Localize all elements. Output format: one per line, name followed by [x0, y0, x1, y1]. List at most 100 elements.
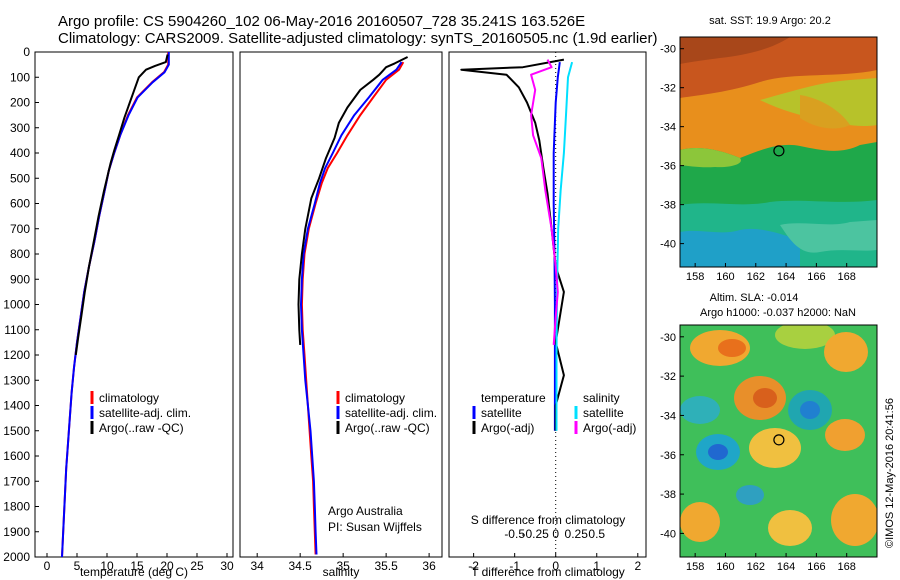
difference-x-tick-label: 2 [634, 559, 641, 573]
difference-series-salinity-argo-adj [530, 59, 559, 345]
difference-top-tick-label: 0.25 [565, 527, 589, 541]
temperature-series-climatology [61, 52, 170, 558]
sst-map-frame [679, 36, 878, 268]
depth-y-tick-label: 600 [10, 197, 30, 211]
temperature-panel: 0100200300400500600700800900100011001200… [3, 45, 234, 579]
temperature-legend: climatology satellite-adj. clim. Argo(..… [90, 391, 191, 435]
salinity-panel: 34 34.5 35 35.5 36 salinity climatology sate… [239, 51, 443, 579]
difference-x-tick-label: -2 [468, 559, 479, 573]
salinity-x-tick-label: 34 [251, 559, 265, 573]
difference-legend-label-t-satellite: satellite [481, 406, 522, 420]
salinity-series [297, 56, 409, 555]
salinity-legend-label-climatology: climatology [345, 391, 405, 405]
salinity-x-tick-label: 35.5 [374, 559, 398, 573]
salinity-series-climatology [300, 61, 405, 555]
sla-map-x-tick-label: 158 [686, 561, 704, 573]
sst-argo-marker [773, 145, 785, 157]
sst-map-x-tick-label: 162 [747, 271, 765, 283]
temperature-x-tick-label: 15 [130, 559, 144, 573]
salinity-legend-label-argo: Argo(..raw -QC) [345, 421, 430, 435]
temperature-series-argo-raw-qc [74, 54, 169, 356]
depth-y-tick-label: 400 [10, 146, 30, 160]
sla-map-y-tick-label: -38 [660, 489, 676, 501]
sla-map-y-ticks: -30 -32 -34 -36 -38 -40 [660, 332, 684, 540]
difference-top-tick-label: 0.5 [588, 527, 605, 541]
sst-map-x-tick-label: 160 [716, 271, 734, 283]
sst-map-y-tick-label: -36 [660, 161, 676, 173]
sst-map-y-tick-label: -34 [660, 122, 676, 134]
temperature-y-ticks: 0 100 200 300 400 500 600 700 800 900 1000 1100 1200… [3, 45, 39, 564]
difference-legend-label-t-argo: Argo(-adj) [481, 421, 534, 435]
depth-y-tick-label: 1100 [4, 323, 30, 337]
depth-y-tick-label: 1600 [3, 449, 30, 463]
temperature-series-satellite-adj-clim [61, 52, 170, 558]
difference-x-tick-label: -1 [509, 559, 520, 573]
sla-map-y-tick-label: -34 [660, 410, 676, 422]
salinity-x-tick-label: 35 [336, 559, 350, 573]
depth-y-tick-label: 1900 [3, 525, 30, 539]
sla-argo-marker [773, 434, 785, 446]
depth-y-tick-label: 1300 [3, 373, 30, 387]
sst-map-y-tick-label: -30 [660, 44, 676, 56]
sla-map-y-tick-label: -40 [660, 528, 676, 540]
sla-map-x-ticks: 158 160 162 164 166 168 [686, 553, 856, 573]
sst-map-x-tick-label: 164 [777, 271, 795, 283]
depth-y-tick-label: 1500 [3, 424, 30, 438]
depth-y-tick-label: 1700 [3, 474, 30, 488]
salinity-x-tick-label: 34.5 [288, 559, 312, 573]
sla-map-x-tick-label: 168 [838, 561, 856, 573]
salinity-plot-frame [239, 51, 443, 558]
sst-map-image [680, 37, 877, 267]
temperature-x-ticks: 0 5 10 15 20 25 30 [44, 553, 234, 573]
depth-y-tick-label: 700 [10, 222, 30, 236]
sst-map-y-tick-label: -38 [660, 200, 676, 212]
difference-legend-title-temperature: temperature [481, 391, 546, 405]
depth-y-tick-label: 100 [10, 70, 30, 84]
sst-map-panel: sat. SST: 19.9 Argo: 20.2 158 160 162 164 16… [660, 15, 878, 283]
difference-top-tick-label: -0.5 [504, 527, 525, 541]
sst-map-y-ticks: -30 -32 -34 -36 -38 -40 [660, 44, 684, 251]
difference-plot-frame [448, 51, 647, 558]
sla-map-image [680, 325, 877, 557]
sla-map-frame [679, 324, 878, 558]
sst-map-y-tick-label: -40 [660, 239, 676, 251]
depth-y-tick-label: 0 [23, 45, 30, 59]
depth-y-tick-label: 800 [10, 247, 30, 261]
salinity-x-tick-label: 36 [422, 559, 436, 573]
depth-y-tick-label: 900 [10, 272, 30, 286]
sla-map-subtitle: Argo h1000: -0.037 h2000: NaN [700, 307, 856, 319]
depth-y-tick-label: 200 [10, 96, 30, 110]
salinity-x-ticks: 34 34.5 35 35.5 36 [251, 553, 436, 573]
temperature-x-tick-label: 20 [160, 559, 174, 573]
difference-legend-title-salinity: salinity [583, 391, 620, 405]
temperature-legend-label-climatology: climatology [99, 391, 159, 405]
depth-y-tick-label: 1800 [3, 500, 30, 514]
temperature-x-tick-label: 5 [74, 559, 81, 573]
difference-t-axis-label: T difference from climatology [471, 565, 625, 579]
difference-top-tick-labels: -0.5-0.25 0 0.25 0.5 [504, 527, 605, 541]
temperature-x-tick-label: 10 [100, 559, 114, 573]
temperature-x-tick-label: 25 [190, 559, 204, 573]
temperature-x-tick-label: 0 [44, 559, 51, 573]
salinity-legend: climatology satellite-adj. clim. Argo(..… [336, 391, 437, 435]
difference-legend-label-s-argo: Argo(-adj) [583, 421, 636, 435]
difference-x-tick-label: 0 [552, 559, 559, 573]
sla-map-x-tick-label: 160 [716, 561, 734, 573]
depth-y-tick-label: 500 [10, 171, 30, 185]
difference-panel: -2 -1 0 1 2 -0.5-0.25 0 0.25 0.5 S difference f… [448, 51, 647, 579]
difference-top-tick-label: -0.25 [522, 527, 550, 541]
sla-map-x-tick-label: 162 [747, 561, 765, 573]
sla-map-x-tick-label: 164 [777, 561, 795, 573]
sla-map-x-tick-label: 166 [807, 561, 825, 573]
salinity-annotation-pi: PI: Susan Wijffels [328, 520, 422, 534]
depth-y-tick-label: 2000 [3, 550, 30, 564]
sst-map-x-tick-label: 168 [838, 271, 856, 283]
difference-series [460, 58, 574, 431]
sst-map-x-ticks: 158 160 162 164 166 168 [686, 263, 856, 283]
sst-map-y-tick-label: -32 [660, 83, 676, 95]
sst-map-title: sat. SST: 19.9 Argo: 20.2 [709, 15, 831, 27]
temperature-x-tick-label: 30 [220, 559, 234, 573]
depth-y-tick-label: 1400 [3, 399, 30, 413]
salinity-x-axis-label: salinity [323, 565, 360, 579]
